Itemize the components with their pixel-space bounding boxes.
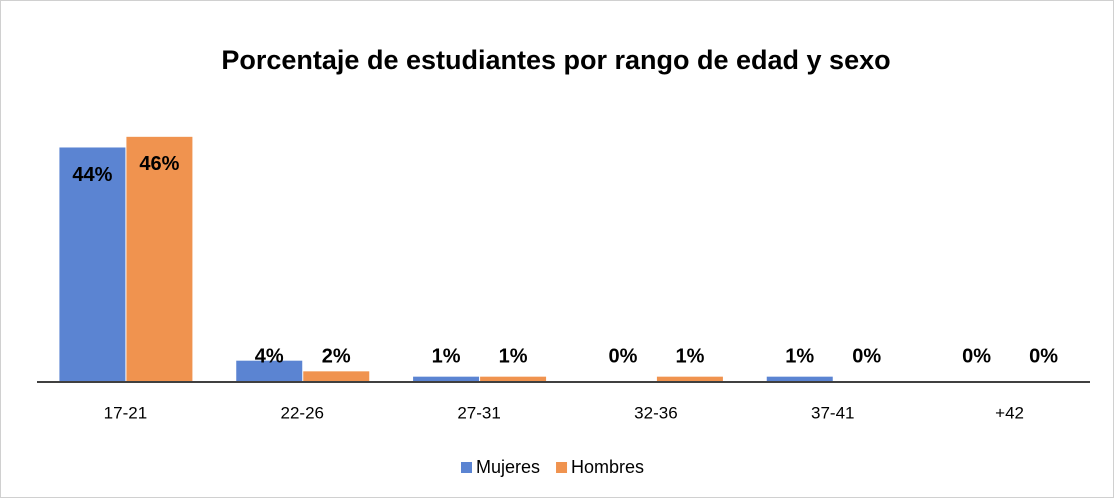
- x-tick-label: 37-41: [811, 403, 854, 422]
- legend-swatch: [556, 462, 568, 473]
- legend-label: Hombres: [571, 457, 644, 477]
- x-tick-label: +42: [995, 403, 1024, 422]
- x-tick-label: 32-36: [634, 403, 677, 422]
- data-label: 46%: [139, 153, 179, 175]
- bar: [59, 147, 126, 382]
- x-tick-label: 27-31: [457, 403, 500, 422]
- x-tick-label: 22-26: [281, 403, 324, 422]
- bar: [236, 360, 303, 382]
- legend-label: Mujeres: [476, 457, 540, 477]
- bar: [413, 376, 480, 382]
- data-label: 0%: [962, 345, 991, 367]
- x-tick-label: 17-21: [104, 403, 147, 422]
- bar: [480, 376, 547, 382]
- data-label: 1%: [785, 345, 814, 367]
- bar: [303, 371, 370, 382]
- data-label: 1%: [675, 345, 704, 367]
- data-label: 0%: [852, 345, 881, 367]
- bar: [126, 136, 193, 382]
- data-label: 1%: [432, 345, 461, 367]
- data-label: 0%: [608, 345, 637, 367]
- data-label: 4%: [255, 345, 284, 367]
- bar: [766, 376, 833, 382]
- data-label: 44%: [72, 164, 112, 186]
- bar: [656, 376, 723, 382]
- data-label: 2%: [322, 345, 351, 367]
- data-label: 1%: [499, 345, 528, 367]
- data-label: 0%: [1029, 345, 1058, 367]
- chart-title: Porcentaje de estudiantes por rango de e…: [221, 45, 890, 75]
- legend-swatch: [461, 462, 472, 473]
